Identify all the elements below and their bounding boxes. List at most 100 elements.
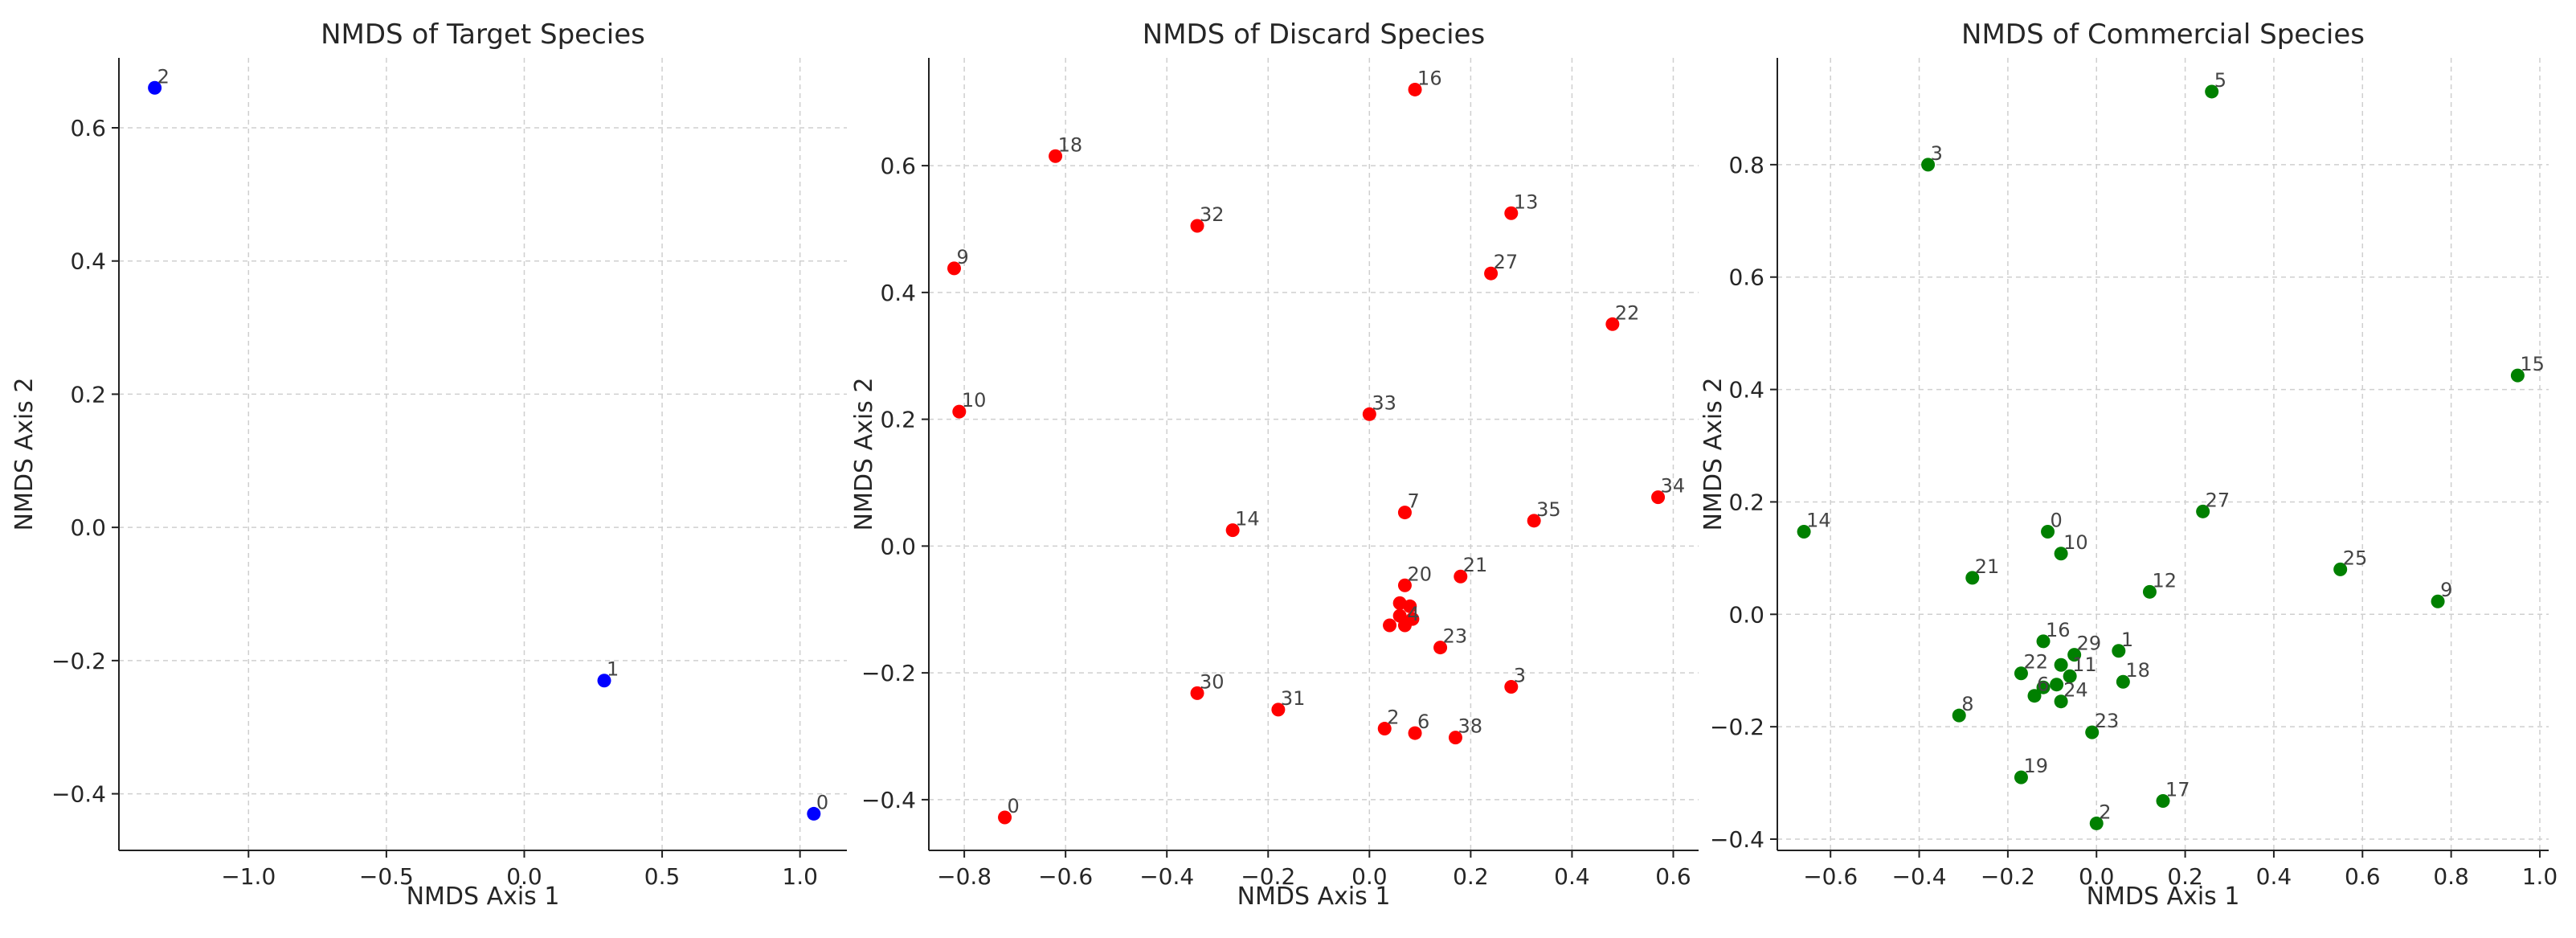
data-point <box>2041 525 2055 539</box>
point-label: 0 <box>816 791 828 813</box>
y-tick-label: 0.0 <box>880 533 916 559</box>
x-tick-label: −0.6 <box>1038 863 1093 890</box>
point-label: 10 <box>962 389 987 412</box>
point-label: 19 <box>2023 755 2048 777</box>
data-point <box>1225 523 1240 538</box>
point-label: 6 <box>2037 674 2049 696</box>
x-tick-label: −1.0 <box>221 863 276 890</box>
point-label: 13 <box>1514 190 1539 213</box>
y-tick-label: 0.8 <box>1728 152 1764 178</box>
x-tick-label: 1.0 <box>782 863 818 890</box>
data-point <box>1049 149 1063 163</box>
point-label: 31 <box>1281 687 1306 710</box>
data-point <box>1397 618 1412 633</box>
data-point <box>2067 648 2082 662</box>
data-point <box>1408 726 1422 740</box>
data-point <box>148 80 162 95</box>
data-point <box>1190 686 1204 700</box>
data-point <box>947 261 962 276</box>
data-point <box>2054 694 2068 709</box>
data-point <box>597 674 611 688</box>
point-label: 21 <box>1463 554 1488 576</box>
x-tick-label: 0.2 <box>1453 863 1489 890</box>
x-axis-label: NMDS Axis 1 <box>2087 883 2240 911</box>
chart-title: NMDS of Commercial Species <box>1961 18 2365 51</box>
point-label: 1 <box>607 658 619 681</box>
data-point <box>1921 158 1936 172</box>
point-label: 32 <box>1200 203 1225 226</box>
x-tick-label: 0.6 <box>2345 863 2381 890</box>
point-label: 24 <box>2063 679 2088 702</box>
data-point <box>2036 680 2051 694</box>
point-label: 23 <box>2095 710 2120 732</box>
y-tick-label: 0.6 <box>880 153 916 179</box>
chart-title: NMDS of Target Species <box>321 18 645 51</box>
y-tick-label: −0.2 <box>861 660 916 686</box>
data-point <box>2142 584 2157 599</box>
data-point <box>1403 599 1417 613</box>
chart-target: −1.0 −0.5 0.0 0.5 1.0 −0.4 −0.2 0.0 0.2 0.4 0.6 NMD… <box>10 18 847 911</box>
x-tick-label: −0.2 <box>1981 863 2035 890</box>
point-label: 5 <box>2214 69 2226 92</box>
y-tick-label: 0.6 <box>1728 264 1764 291</box>
point-label: 35 <box>1536 498 1561 521</box>
point-label: 3 <box>1931 142 1943 165</box>
point-label: 30 <box>1200 670 1225 693</box>
data-point <box>1190 219 1204 233</box>
y-tick-label: 0.2 <box>1728 489 1764 515</box>
point-label: 15 <box>2520 353 2545 375</box>
data-point <box>1651 490 1666 505</box>
point-label: 23 <box>1443 625 1468 648</box>
x-axis-label: NMDS Axis 1 <box>407 883 560 911</box>
point-label: 14 <box>1235 508 1260 530</box>
data-point <box>2027 689 2042 703</box>
x-tick-label: 0.2 <box>2167 863 2203 890</box>
x-tick-label: 0.0 <box>506 863 542 890</box>
data-point <box>1504 206 1519 220</box>
point-label: 22 <box>1615 301 1640 324</box>
x-tick-label: 0.0 <box>2079 863 2115 890</box>
point-label: 0 <box>2051 510 2063 532</box>
point-label: 2 <box>2099 801 2111 823</box>
y-tick-label: −0.4 <box>51 781 106 808</box>
y-tick-label: −0.4 <box>861 787 916 813</box>
point-label: 25 <box>2343 547 2368 569</box>
y-tick-label: 0.2 <box>880 407 916 433</box>
point-label: 29 <box>2077 633 2102 655</box>
data-point <box>1454 569 1468 584</box>
point-label: 3 <box>1514 664 1526 686</box>
data-point <box>1408 82 1422 96</box>
x-tick-label: −0.4 <box>1892 863 1947 890</box>
point-label: 9 <box>957 246 969 268</box>
data-point <box>2050 678 2064 692</box>
data-point <box>1362 407 1376 421</box>
data-point <box>2014 666 2028 681</box>
data-point <box>2196 504 2210 518</box>
data-point <box>1965 571 1980 585</box>
y-tick-label: 0.2 <box>70 381 106 408</box>
data-point <box>1433 641 1448 655</box>
point-label: 7 <box>1407 490 1419 513</box>
y-tick-label: −0.2 <box>1710 714 1764 740</box>
point-label: 6 <box>1417 711 1429 733</box>
y-axis-label: NMDS Axis 2 <box>10 378 39 531</box>
point-label: 12 <box>2152 569 2177 592</box>
data-point <box>2089 816 2104 830</box>
point-label: 33 <box>1372 391 1396 414</box>
data-point <box>2510 368 2525 383</box>
point-label: 27 <box>1494 251 1519 273</box>
data-point <box>1397 506 1412 520</box>
x-tick-label: 0.4 <box>2256 863 2292 890</box>
data-point <box>1504 679 1519 694</box>
x-tick-label: −0.6 <box>1803 863 1858 890</box>
x-tick-label: −0.2 <box>1241 863 1295 890</box>
x-tick-label: 1.0 <box>2522 863 2558 890</box>
point-label: 20 <box>1407 563 1432 585</box>
data-point <box>2333 562 2348 576</box>
data-point <box>2085 725 2100 739</box>
point-label: 8 <box>1961 693 1973 715</box>
point-label: 17 <box>2165 778 2190 801</box>
data-point <box>807 806 821 821</box>
x-tick-label: −0.8 <box>937 863 992 890</box>
